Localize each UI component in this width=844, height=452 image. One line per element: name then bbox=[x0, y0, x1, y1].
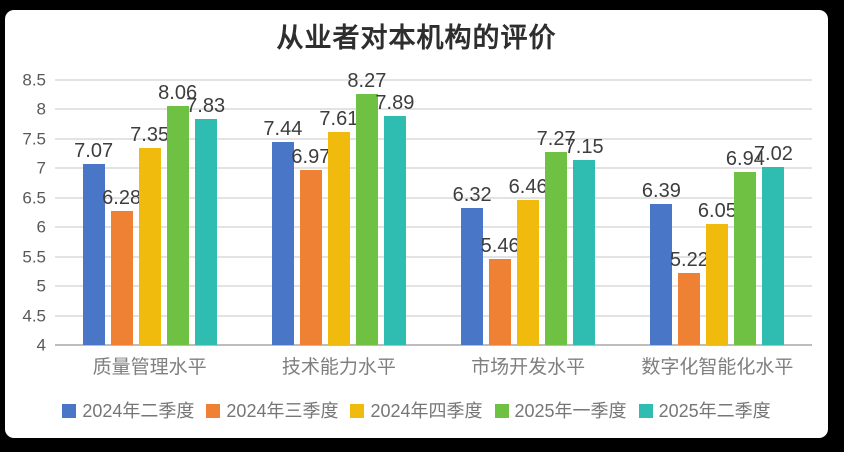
bar: 7.02 bbox=[754, 144, 793, 345]
gridline bbox=[55, 226, 812, 229]
bar-value-label: 6.94 bbox=[725, 147, 765, 170]
bar-value-label: 7.83 bbox=[186, 95, 226, 118]
bar: 7.27 bbox=[537, 129, 576, 345]
bar-value-label: 5.46 bbox=[480, 235, 520, 258]
bar-value-label: 6.32 bbox=[452, 184, 492, 207]
legend-label: 2025年二季度 bbox=[658, 401, 771, 421]
bar: 6.05 bbox=[698, 201, 737, 345]
bar-value-label: 7.27 bbox=[536, 128, 576, 151]
bar: 7.15 bbox=[565, 137, 604, 345]
bar-value-label: 7.35 bbox=[130, 123, 170, 146]
gridline bbox=[55, 285, 812, 288]
bar: 6.28 bbox=[102, 188, 141, 345]
y-axis-label: 6 bbox=[36, 217, 46, 237]
legend-label: 2025年一季度 bbox=[514, 401, 627, 421]
legend-swatch bbox=[350, 404, 365, 418]
bar: 7.44 bbox=[263, 119, 302, 345]
bar: 6.39 bbox=[642, 181, 681, 345]
y-axis-label: 7 bbox=[36, 158, 46, 178]
category-label: 数字化智能化水平 bbox=[641, 357, 794, 378]
bar-value-label: 6.05 bbox=[697, 200, 737, 223]
y-axis-label: 4 bbox=[36, 335, 46, 355]
bar: 6.32 bbox=[453, 185, 492, 345]
plot-area: 8.5 8 7.5 7 6.5 6 5.5 5 4.5 4 7.07 6.28 7.35 8.06 7.8… bbox=[22, 71, 812, 377]
y-axis-label: 7.5 bbox=[22, 129, 46, 149]
bar-value-label: 8.27 bbox=[347, 69, 387, 92]
legend-label: 2024年三季度 bbox=[226, 401, 339, 421]
bar: 6.94 bbox=[726, 149, 765, 345]
legend-swatch bbox=[494, 404, 509, 418]
category-group: 6.32 5.46 6.46 7.27 7.15 市场开发水平 bbox=[434, 80, 623, 377]
bar-value-label: 7.07 bbox=[74, 140, 114, 163]
legend-swatch bbox=[62, 404, 77, 418]
y-axis-label: 4.5 bbox=[22, 306, 46, 326]
bar-value-label: 6.46 bbox=[508, 176, 548, 199]
bar: 8.27 bbox=[347, 71, 386, 345]
y-axis-label: 5 bbox=[36, 276, 46, 296]
bar-value-label: 7.44 bbox=[263, 118, 303, 141]
category-label: 质量管理水平 bbox=[92, 357, 207, 378]
y-axis-label: 8 bbox=[36, 99, 46, 119]
bar: 6.97 bbox=[291, 147, 330, 345]
category-group: 7.07 6.28 7.35 8.06 7.83 质量管理水平 bbox=[55, 80, 244, 377]
bar: 7.89 bbox=[375, 93, 414, 345]
bar: 7.35 bbox=[130, 125, 169, 345]
gridline bbox=[55, 137, 812, 140]
legend-swatch bbox=[206, 404, 221, 418]
bar: 7.83 bbox=[186, 96, 225, 345]
legend-label: 2024年四季度 bbox=[370, 401, 483, 421]
bar: 5.46 bbox=[481, 236, 520, 345]
legend-item: 2024年三季度 bbox=[206, 402, 338, 420]
legend-item: 2024年二季度 bbox=[62, 402, 194, 420]
bar-value-label: 6.97 bbox=[291, 146, 331, 169]
bar: 6.46 bbox=[509, 177, 548, 345]
bar: 7.07 bbox=[74, 141, 113, 345]
gridline bbox=[55, 196, 812, 199]
category-group: 7.44 6.97 7.61 8.27 7.89 技术能力水平 bbox=[244, 71, 433, 377]
legend-item: 2025年二季度 bbox=[638, 401, 771, 421]
gridline bbox=[55, 314, 812, 317]
y-axis-label: 8.5 bbox=[22, 70, 46, 90]
legend-item: 2025年一季度 bbox=[494, 401, 627, 421]
legend-label: 2024年二季度 bbox=[82, 401, 195, 421]
gridline bbox=[55, 79, 812, 81]
bar-value-label: 7.15 bbox=[564, 135, 604, 158]
category-label: 市场开发水平 bbox=[471, 357, 586, 378]
bar-value-label: 7.02 bbox=[753, 143, 793, 166]
chart-card: 从业者对本机构的评价 8.5 8 7.5 7 6.5 6 5.5 5 4.5 4 7.07 6.28… bbox=[5, 10, 828, 438]
bar: 5.22 bbox=[670, 250, 709, 345]
gridline bbox=[55, 344, 812, 346]
bar-groups: 7.07 6.28 7.35 8.06 7.83 质量管理水平 7.44 6.97 7.61 8.… bbox=[55, 71, 812, 377]
category-label: 技术能力水平 bbox=[281, 357, 396, 378]
bar: 8.06 bbox=[158, 83, 197, 345]
gridline bbox=[55, 255, 812, 258]
chart-title: 从业者对本机构的评价 bbox=[276, 23, 557, 53]
bar-value-label: 6.39 bbox=[641, 180, 681, 203]
legend: 2024年二季度 2024年三季度 2024年四季度 2025年一季度 2025年二季度 bbox=[5, 402, 828, 420]
bar: 7.61 bbox=[319, 109, 358, 345]
bar-value-label: 6.28 bbox=[102, 186, 142, 209]
y-axis-label: 5.5 bbox=[22, 247, 46, 267]
gridline bbox=[55, 167, 812, 170]
y-axis-label: 6.5 bbox=[22, 188, 46, 208]
legend-item: 2024年四季度 bbox=[350, 401, 483, 421]
bar-value-label: 8.06 bbox=[158, 81, 198, 104]
gridline bbox=[55, 108, 812, 111]
bar-value-label: 7.89 bbox=[375, 91, 415, 114]
legend-swatch bbox=[638, 404, 653, 418]
category-group: 6.39 5.22 6.05 6.94 7.02 数字化智能化水平 bbox=[623, 80, 812, 377]
bar-value-label: 7.61 bbox=[319, 108, 359, 131]
bar-value-label: 5.22 bbox=[669, 249, 709, 272]
